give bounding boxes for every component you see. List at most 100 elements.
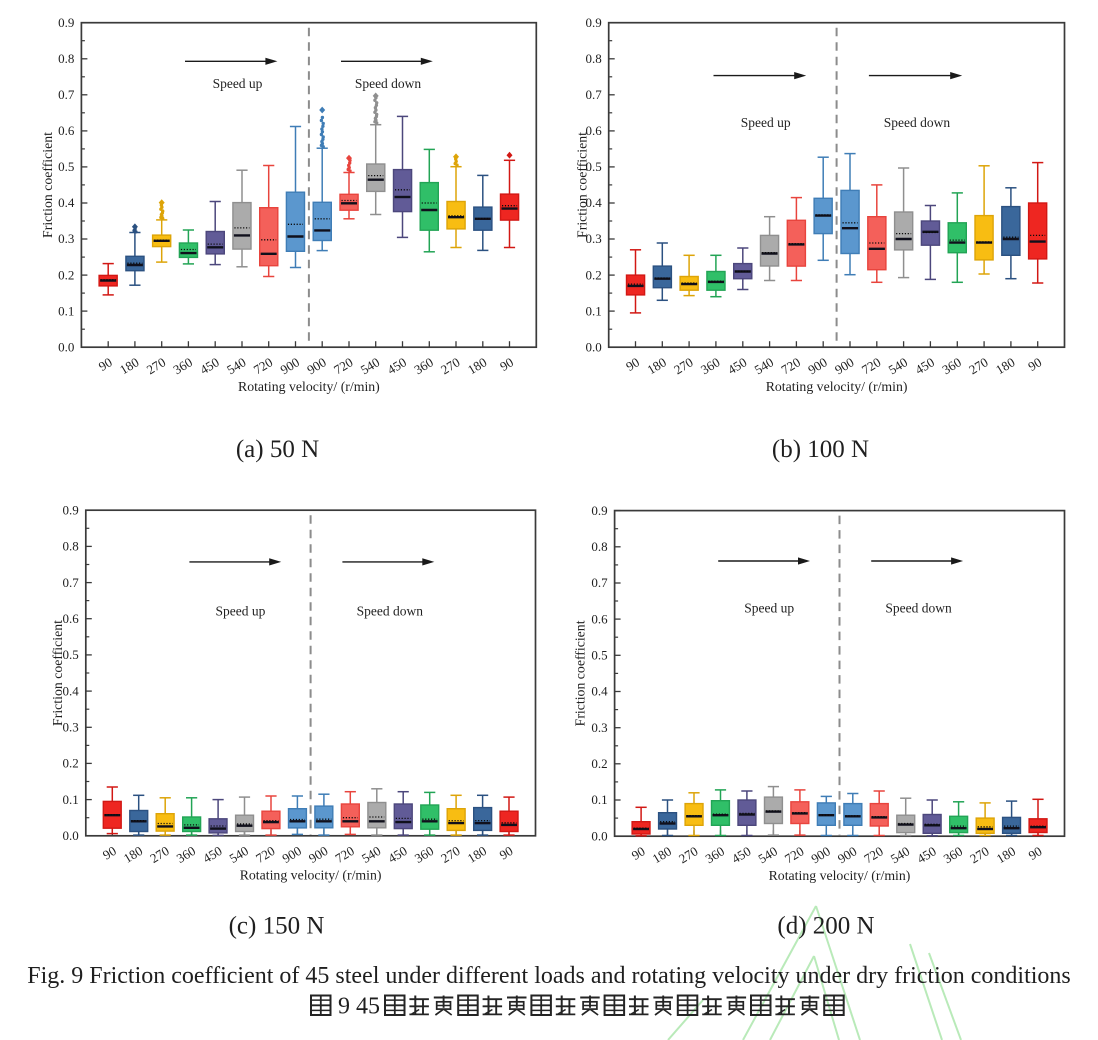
svg-text:0.6: 0.6 (58, 123, 75, 138)
svg-text:90: 90 (623, 354, 642, 374)
svg-text:0.2: 0.2 (63, 756, 79, 771)
svg-text:0.8: 0.8 (58, 51, 74, 66)
svg-text:270: 270 (676, 843, 700, 866)
svg-text:180: 180 (121, 843, 145, 866)
svg-text:900: 900 (304, 354, 328, 377)
svg-text:180: 180 (994, 843, 1018, 866)
svg-text:0.2: 0.2 (585, 267, 601, 282)
svg-text:900: 900 (832, 354, 856, 377)
svg-text:720: 720 (779, 354, 803, 377)
svg-text:Friction coefficient: Friction coefficient (40, 132, 55, 238)
svg-text:Rotating velocity/ (r/min): Rotating velocity/ (r/min) (238, 379, 380, 395)
svg-text:0.5: 0.5 (585, 159, 601, 174)
svg-text:270: 270 (144, 354, 168, 377)
svg-text:0.8: 0.8 (591, 539, 607, 554)
svg-text:0.4: 0.4 (58, 195, 75, 210)
svg-text:0.9: 0.9 (58, 15, 74, 30)
svg-text:Speed up: Speed up (741, 115, 791, 130)
svg-text:900: 900 (280, 843, 304, 866)
svg-text:90: 90 (497, 843, 516, 863)
svg-text:720: 720 (253, 843, 277, 866)
svg-text:180: 180 (117, 354, 141, 377)
svg-text:Speed down: Speed down (357, 604, 424, 619)
svg-text:180: 180 (644, 354, 668, 377)
svg-text:Fig. 9 Friction coefficient of: Fig. 9 Friction coefficient of 45 steel … (27, 963, 1071, 989)
svg-text:90: 90 (497, 354, 516, 374)
svg-text:0.9: 0.9 (63, 502, 79, 517)
svg-text:270: 270 (967, 843, 991, 866)
svg-text:540: 540 (752, 354, 776, 377)
svg-text:0.4: 0.4 (63, 683, 80, 698)
svg-text:0.0: 0.0 (585, 339, 601, 354)
svg-text:(d) 200 N: (d) 200 N (777, 913, 874, 940)
svg-text:540: 540 (886, 354, 910, 377)
svg-text:720: 720 (859, 354, 883, 377)
svg-text:Speed down: Speed down (884, 115, 951, 130)
svg-text:0.0: 0.0 (58, 339, 74, 354)
svg-text:900: 900 (278, 354, 302, 377)
svg-text:450: 450 (729, 843, 753, 866)
svg-text:(c) 150 N: (c) 150 N (229, 913, 325, 940)
svg-text:0.7: 0.7 (585, 87, 602, 102)
svg-text:720: 720 (332, 843, 356, 866)
svg-text:90: 90 (1026, 843, 1045, 863)
svg-text:0.7: 0.7 (63, 575, 80, 590)
svg-text:Rotating velocity/ (r/min): Rotating velocity/ (r/min) (240, 868, 382, 884)
svg-text:270: 270 (966, 354, 990, 377)
svg-text:270: 270 (438, 354, 462, 377)
svg-text:450: 450 (385, 843, 409, 866)
svg-text:360: 360 (174, 843, 198, 866)
svg-text:180: 180 (650, 843, 674, 866)
svg-text:Speed down: Speed down (885, 601, 952, 616)
svg-text:450: 450 (725, 354, 749, 377)
svg-text:Rotating velocity/ (r/min): Rotating velocity/ (r/min) (769, 868, 911, 884)
svg-text:900: 900 (835, 843, 859, 866)
svg-text:0.9: 0.9 (591, 503, 607, 518)
svg-text:Speed up: Speed up (215, 604, 265, 619)
svg-text:360: 360 (412, 843, 436, 866)
svg-text:90: 90 (96, 354, 115, 374)
svg-text:360: 360 (939, 354, 963, 377)
svg-text:180: 180 (465, 843, 489, 866)
svg-text:0.1: 0.1 (63, 792, 79, 807)
svg-text:(b) 100 N: (b) 100 N (772, 436, 869, 463)
svg-text:900: 900 (808, 843, 832, 866)
svg-text:450: 450 (913, 354, 937, 377)
svg-text:(a) 50 N: (a) 50 N (236, 436, 319, 463)
svg-text:90: 90 (100, 843, 119, 863)
svg-text:720: 720 (251, 354, 275, 377)
svg-text:540: 540 (359, 843, 383, 866)
svg-text:450: 450 (914, 843, 938, 866)
svg-text:450: 450 (197, 354, 221, 377)
svg-text:9: 9 (338, 994, 350, 1020)
svg-text:180: 180 (993, 354, 1017, 377)
svg-text:0.7: 0.7 (58, 87, 75, 102)
svg-text:0.1: 0.1 (591, 792, 607, 807)
svg-text:0.4: 0.4 (591, 684, 608, 699)
svg-text:360: 360 (411, 354, 435, 377)
svg-text:900: 900 (306, 843, 330, 866)
svg-text:270: 270 (438, 843, 462, 866)
svg-text:270: 270 (671, 354, 695, 377)
svg-text:90: 90 (1025, 354, 1044, 374)
svg-text:0.5: 0.5 (58, 159, 74, 174)
svg-text:360: 360 (698, 354, 722, 377)
svg-text:0.6: 0.6 (591, 611, 608, 626)
svg-text:0.2: 0.2 (591, 756, 607, 771)
svg-text:0.0: 0.0 (63, 828, 79, 843)
svg-text:0.3: 0.3 (591, 720, 607, 735)
svg-text:540: 540 (756, 843, 780, 866)
svg-text:360: 360 (941, 843, 965, 866)
svg-text:360: 360 (703, 843, 727, 866)
svg-text:540: 540 (358, 354, 382, 377)
svg-text:Speed up: Speed up (213, 76, 263, 91)
svg-text:0.6: 0.6 (585, 123, 602, 138)
svg-text:540: 540 (224, 354, 248, 377)
svg-text:540: 540 (888, 843, 912, 866)
svg-text:0.8: 0.8 (585, 51, 601, 66)
svg-text:90: 90 (629, 843, 648, 863)
svg-text:0.8: 0.8 (63, 539, 79, 554)
svg-text:Speed down: Speed down (355, 76, 422, 91)
svg-text:0.7: 0.7 (591, 575, 608, 590)
svg-text:0.5: 0.5 (591, 648, 607, 663)
